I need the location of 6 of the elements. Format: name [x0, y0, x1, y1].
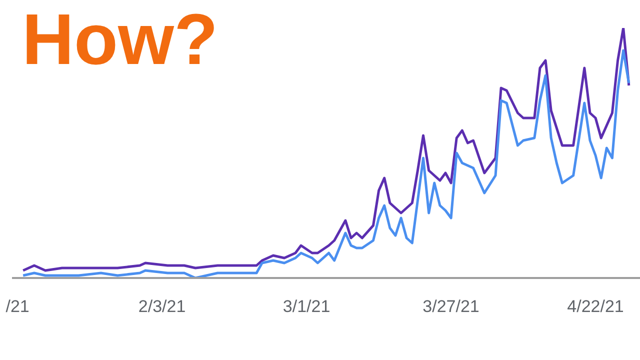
x-tick-label: 2/3/21: [138, 297, 186, 316]
x-tick-label: 3/1/21: [282, 297, 330, 316]
x-tick-label: 3/27/21: [422, 297, 480, 316]
chart-title: How?: [22, 0, 218, 80]
x-tick-label: 4/22/21: [567, 297, 624, 316]
x-tick-label: /21: [6, 297, 30, 316]
